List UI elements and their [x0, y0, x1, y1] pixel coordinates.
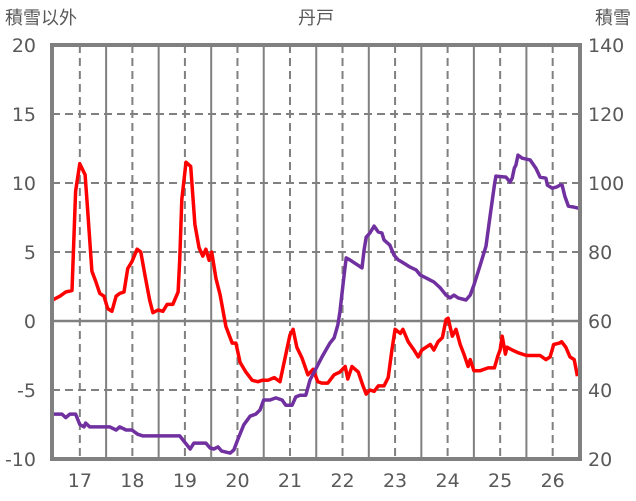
x-tick-label: 26 — [541, 470, 565, 492]
x-tick-label: 18 — [120, 470, 144, 492]
y-left-tick-label: 5 — [24, 242, 36, 264]
series-line-snow — [52, 153, 579, 455]
y-right-tick-label: 40 — [588, 380, 612, 402]
y-right-axis-label: 積雪 — [595, 8, 631, 29]
y-right-tick-label: 80 — [588, 242, 612, 264]
x-tick-label: 20 — [225, 470, 249, 492]
tick-labels: 20 15 10 5 0 -5 -10 140 120 100 80 60 40 20 17 18 19 20 21… — [5, 35, 624, 492]
y-left-tick-label: 10 — [12, 173, 36, 195]
y-left-tick-label: -10 — [5, 449, 36, 471]
chart-title: 丹戸 — [298, 8, 334, 29]
y-right-tick-label: 140 — [588, 35, 624, 57]
y-left-axis-label: 積雪以外 — [5, 8, 77, 29]
plot-frame — [50, 43, 582, 461]
y-left-tick-label: 15 — [12, 104, 36, 126]
x-tick-label: 21 — [278, 470, 302, 492]
series-line-non-snow — [51, 160, 580, 396]
y-left-tick-label: 0 — [24, 311, 36, 333]
y-right-tick-label: 120 — [588, 104, 624, 126]
x-tick-label: 23 — [383, 470, 407, 492]
x-tick-label: 24 — [436, 470, 460, 492]
y-left-tick-label: -5 — [17, 380, 36, 402]
y-right-tick-label: 60 — [588, 311, 612, 333]
y-left-tick-label: 20 — [12, 35, 36, 57]
y-right-tick-label: 20 — [588, 449, 612, 471]
series-lines — [51, 153, 580, 455]
x-tick-label: 25 — [488, 470, 512, 492]
grid — [52, 45, 580, 459]
y-right-tick-label: 100 — [588, 173, 624, 195]
x-tick-label: 19 — [173, 470, 197, 492]
x-tick-label: 22 — [330, 470, 354, 492]
x-tick-label: 17 — [68, 470, 92, 492]
